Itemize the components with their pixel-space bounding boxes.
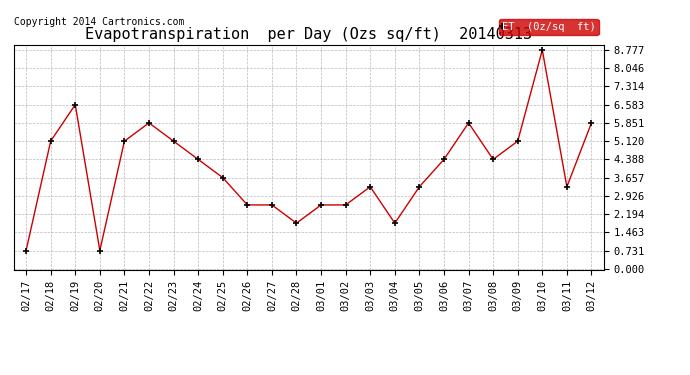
ET  (0z/sq  ft): [391, 221, 399, 225]
ET  (0z/sq  ft): [415, 184, 424, 189]
Text: Copyright 2014 Cartronics.com: Copyright 2014 Cartronics.com: [14, 17, 184, 27]
ET  (0z/sq  ft): [46, 139, 55, 143]
ET  (0z/sq  ft): [96, 248, 104, 253]
Legend: ET  (0z/sq  ft): ET (0z/sq ft): [499, 19, 598, 35]
ET  (0z/sq  ft): [440, 157, 448, 162]
ET  (0z/sq  ft): [194, 157, 202, 162]
ET  (0z/sq  ft): [219, 176, 227, 180]
ET  (0z/sq  ft): [587, 121, 595, 125]
ET  (0z/sq  ft): [120, 139, 128, 143]
ET  (0z/sq  ft): [513, 139, 522, 143]
ET  (0z/sq  ft): [538, 48, 546, 52]
ET  (0z/sq  ft): [71, 102, 79, 107]
ET  (0z/sq  ft): [366, 184, 375, 189]
ET  (0z/sq  ft): [342, 203, 350, 207]
ET  (0z/sq  ft): [22, 248, 30, 253]
ET  (0z/sq  ft): [464, 121, 473, 125]
ET  (0z/sq  ft): [268, 203, 276, 207]
ET  (0z/sq  ft): [293, 221, 301, 225]
Line: ET  (0z/sq  ft): ET (0z/sq ft): [23, 46, 595, 254]
Title: Evapotranspiration  per Day (Ozs sq/ft)  20140313: Evapotranspiration per Day (Ozs sq/ft) 2…: [85, 27, 533, 42]
ET  (0z/sq  ft): [145, 121, 153, 125]
ET  (0z/sq  ft): [563, 184, 571, 189]
ET  (0z/sq  ft): [170, 139, 178, 143]
ET  (0z/sq  ft): [243, 203, 251, 207]
ET  (0z/sq  ft): [489, 157, 497, 162]
ET  (0z/sq  ft): [317, 203, 325, 207]
